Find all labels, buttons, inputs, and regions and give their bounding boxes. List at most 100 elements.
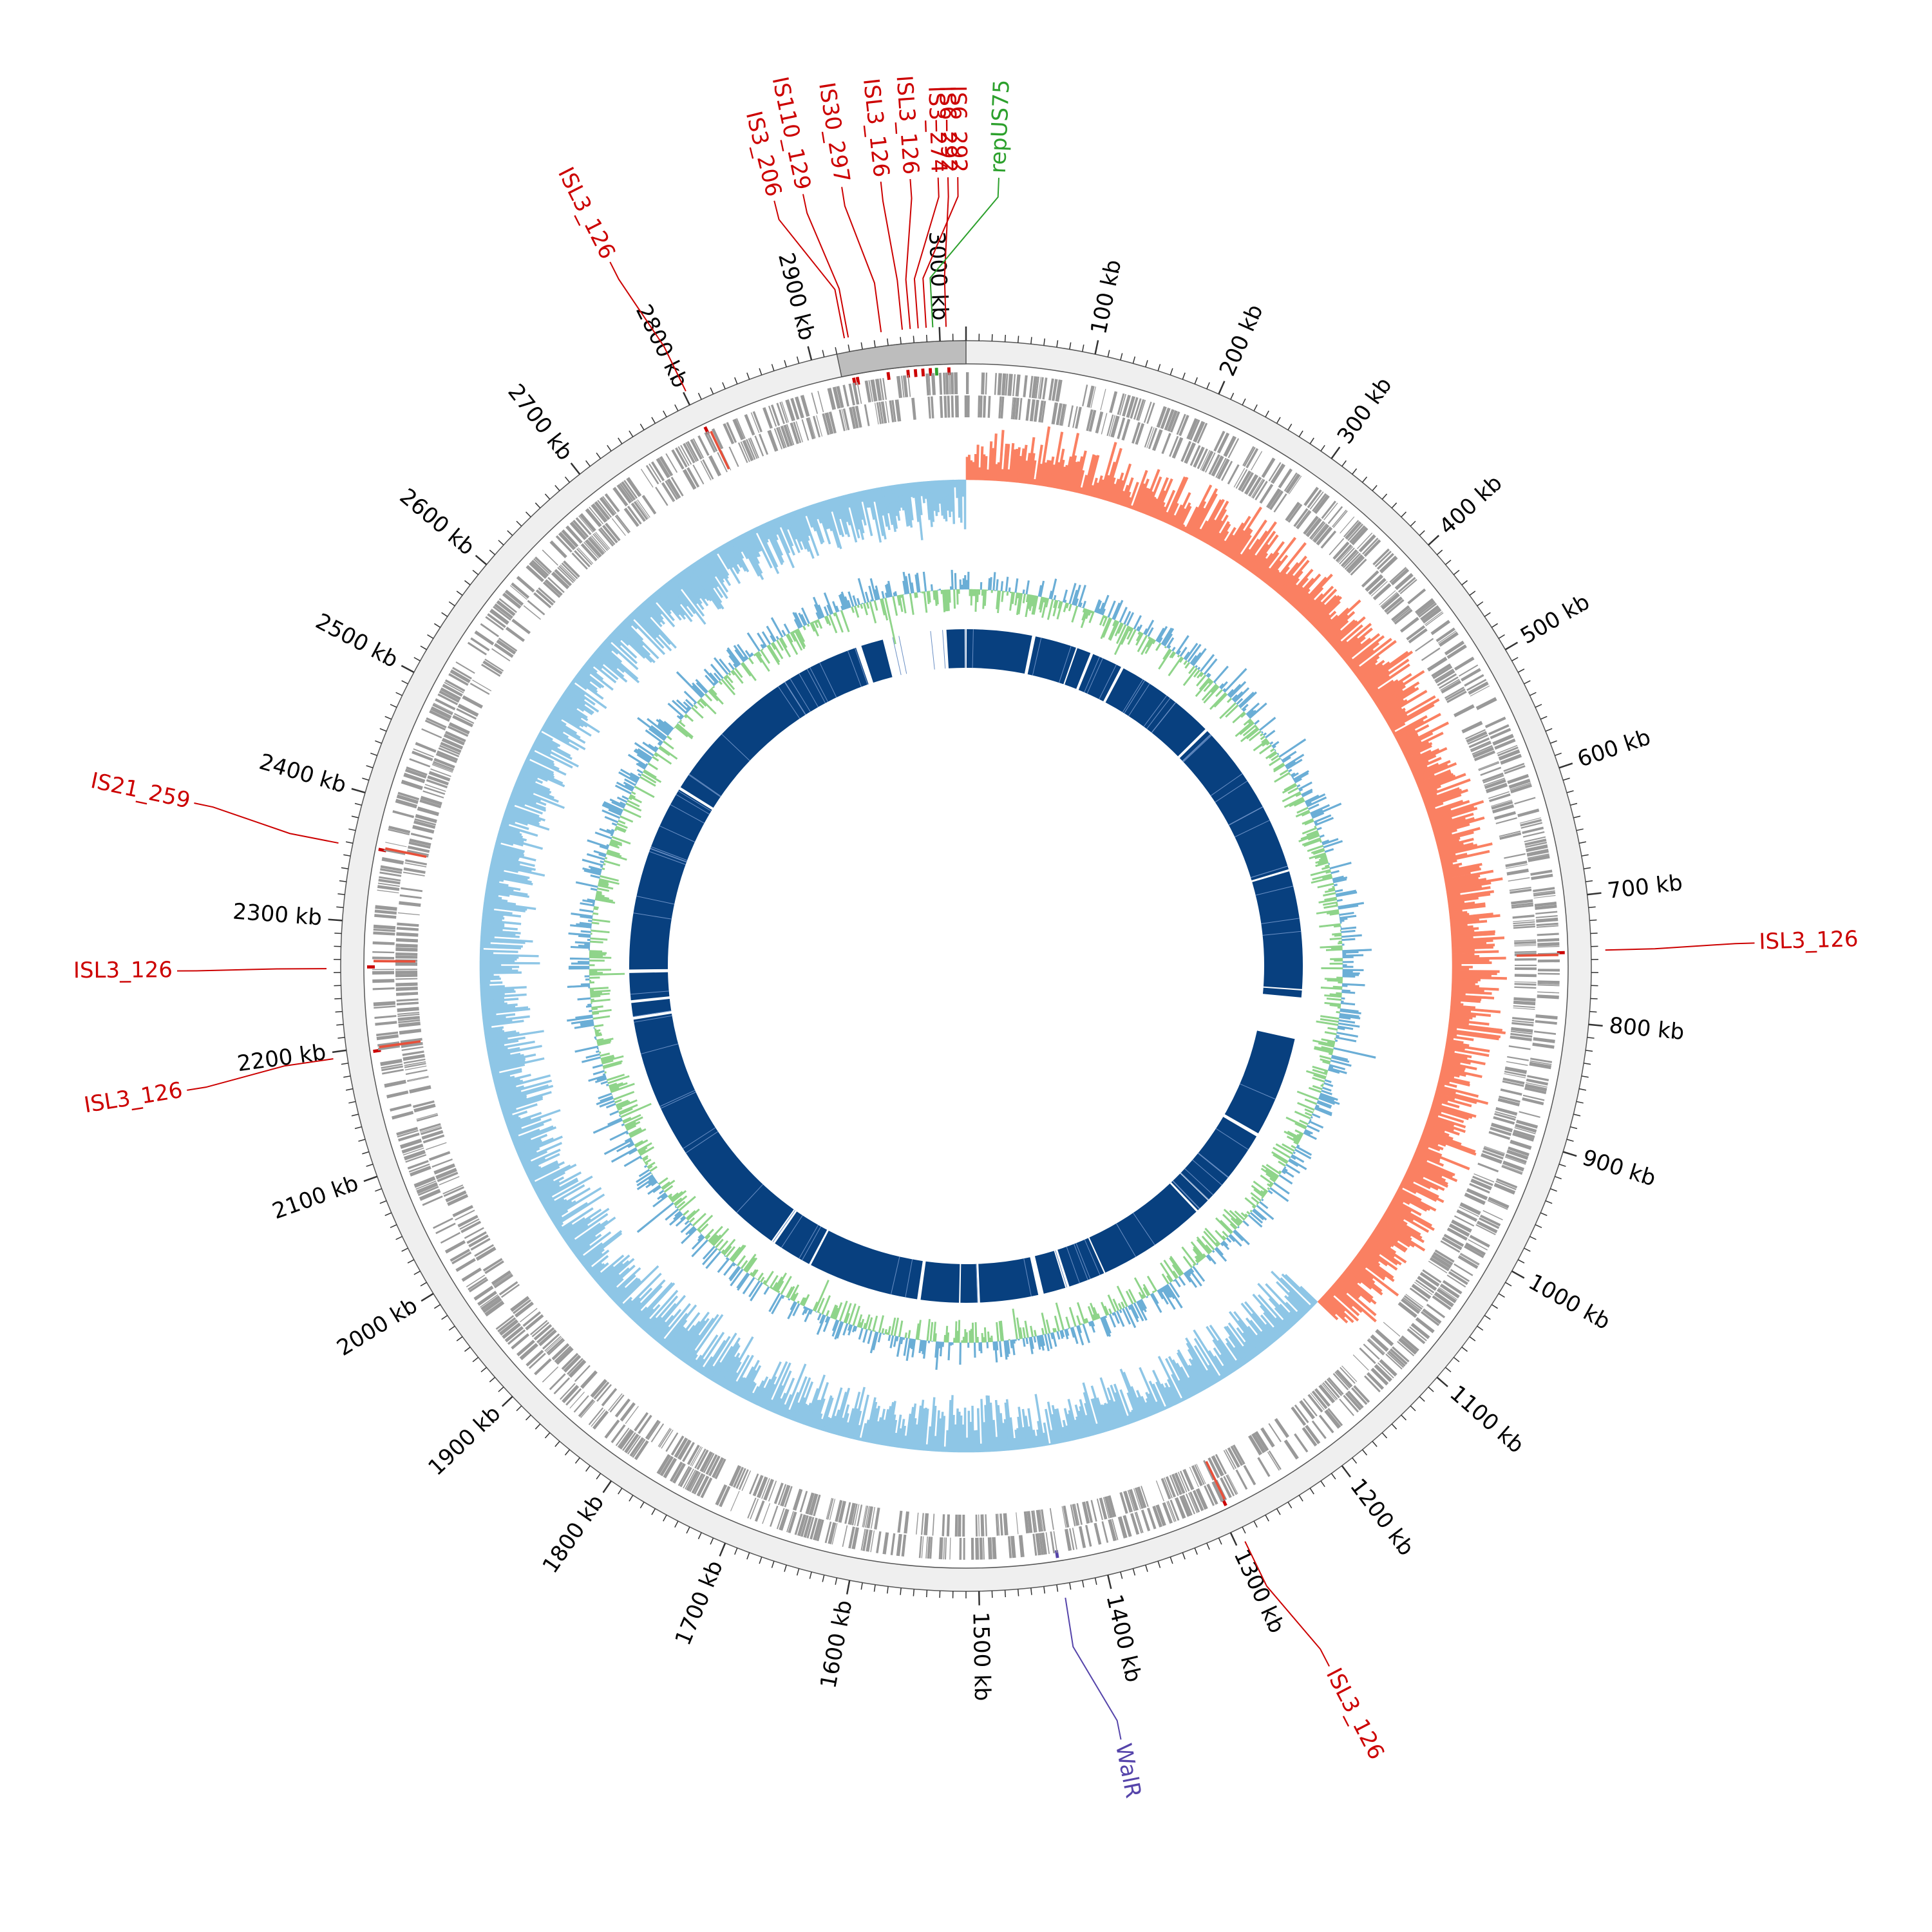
cds-block: [1510, 1036, 1532, 1041]
cds-block: [827, 388, 837, 410]
cds-block: [448, 722, 470, 735]
cds-block: [1502, 1077, 1525, 1085]
cds-block: [445, 730, 466, 743]
minor-tick: [886, 1586, 889, 1594]
cds-block: [444, 679, 466, 692]
cds-block: [1161, 433, 1171, 455]
major-tick: [475, 554, 488, 565]
cds-block: [851, 1503, 858, 1526]
cds-block: [397, 1007, 419, 1012]
blast-hairline: [736, 1184, 764, 1213]
cds-block: [690, 439, 703, 460]
cds-block: [1141, 1510, 1151, 1531]
cds-block: [435, 752, 457, 764]
blast-segment: [633, 1013, 794, 1241]
cds-block: [1035, 1533, 1042, 1556]
cds-block: [1100, 388, 1106, 411]
cds-block: [529, 561, 548, 579]
cds-block: [708, 1455, 721, 1477]
cds-block: [482, 660, 503, 675]
minor-tick: [1517, 668, 1525, 673]
cds-block: [1445, 688, 1466, 701]
cds-block: [700, 1477, 713, 1499]
cds-block: [1201, 450, 1214, 472]
blast-hairline: [659, 826, 696, 842]
cds-block: [776, 427, 786, 449]
cds-block: [467, 641, 488, 656]
cds-block: [1504, 1066, 1528, 1074]
cds-block: [692, 438, 705, 459]
cds-block: [1136, 399, 1145, 421]
cds-block: [880, 401, 887, 424]
cds-block: [531, 560, 549, 576]
blast-hairline: [1235, 820, 1270, 838]
minor-tick: [1391, 1423, 1397, 1430]
cds-block: [1230, 1445, 1244, 1466]
blast-segment: [966, 629, 1032, 674]
feature-mark: [913, 369, 918, 377]
feature-leader-line: [841, 187, 882, 332]
cds-block: [1170, 411, 1180, 433]
minor-tick: [1043, 1586, 1046, 1594]
cds-block: [762, 407, 773, 429]
cds-block: [1028, 375, 1034, 398]
minor-tick: [651, 1508, 656, 1515]
cds-highlight: [379, 1040, 421, 1048]
cds-block: [1014, 397, 1019, 420]
cds-block: [677, 1439, 692, 1461]
blast-hairline: [1122, 679, 1144, 713]
cds-block: [827, 1498, 834, 1520]
cds-block: [1537, 983, 1560, 985]
cds-block: [579, 513, 596, 533]
cds-block: [409, 758, 431, 768]
minor-tick: [334, 998, 342, 999]
cds-block: [1041, 401, 1046, 423]
cds-block: [1507, 1056, 1529, 1061]
cds-block: [889, 400, 895, 422]
blast-hairline: [891, 1256, 900, 1294]
cds-block: [848, 383, 855, 406]
cds-block: [1415, 1279, 1435, 1294]
cds-block: [1240, 472, 1255, 493]
cds-block: [549, 540, 567, 558]
cds-block: [1514, 967, 1537, 971]
cds-block: [992, 1537, 997, 1560]
minor-tick: [1276, 417, 1281, 424]
cds-block: [578, 515, 594, 533]
cds-block: [799, 1490, 808, 1513]
cds-block: [1223, 1475, 1235, 1497]
cds-block: [752, 411, 762, 433]
cds-block: [468, 1234, 489, 1248]
blast-segment: [1105, 668, 1206, 757]
cds-block: [656, 1454, 671, 1475]
minor-tick: [1586, 880, 1593, 882]
cds-block: [1421, 1311, 1440, 1327]
cds-block: [954, 1514, 958, 1537]
blast-hairline: [650, 848, 687, 863]
cds-block: [1146, 427, 1155, 448]
cds-block: [455, 1258, 476, 1273]
cds-block: [1065, 1528, 1072, 1551]
minor-tick: [1194, 1548, 1198, 1555]
cds-block: [399, 1028, 422, 1035]
cds-block: [1492, 804, 1515, 814]
minor-tick: [697, 392, 702, 400]
cds-block: [811, 392, 819, 414]
cds-block: [621, 481, 636, 501]
cds-block: [1117, 417, 1126, 439]
cds-block: [1492, 734, 1514, 746]
cds-block: [848, 1502, 857, 1525]
cds-block: [602, 496, 617, 515]
blast-hairline: [854, 648, 868, 685]
cds-block: [1498, 749, 1520, 761]
cds-block: [779, 402, 788, 423]
cds-block: [1343, 1394, 1359, 1413]
cds-block: [1524, 1086, 1547, 1095]
cds-block: [979, 1537, 983, 1560]
cds-block: [1347, 1390, 1364, 1409]
cds-block: [452, 667, 472, 680]
minor-tick: [345, 841, 354, 844]
minor-tick: [822, 1575, 825, 1582]
cds-block: [402, 1054, 425, 1061]
cds-block: [1242, 446, 1255, 466]
